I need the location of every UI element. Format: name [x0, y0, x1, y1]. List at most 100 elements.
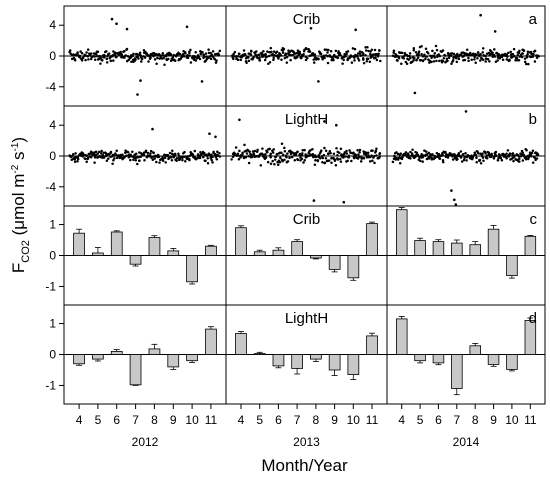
bar [432, 241, 445, 256]
data-point [378, 155, 381, 159]
month-tick-label: 5 [95, 413, 102, 427]
data-point [170, 158, 174, 162]
data-point [217, 53, 221, 57]
panel-tag: LightH [285, 111, 328, 128]
data-point [357, 153, 360, 156]
data-point [496, 159, 500, 162]
data-point [94, 150, 98, 154]
y-tick-label: 0 [49, 348, 56, 362]
data-point [372, 53, 375, 56]
data-point [516, 53, 520, 57]
data-point [204, 52, 208, 55]
data-point [272, 50, 276, 53]
data-point [124, 54, 127, 57]
data-point [326, 61, 330, 65]
data-point [346, 159, 349, 163]
data-point [161, 159, 165, 163]
data-point [80, 52, 84, 55]
data-point [86, 156, 90, 160]
data-point [218, 151, 221, 155]
data-point [361, 57, 365, 60]
data-point [463, 53, 466, 57]
data-point [273, 163, 276, 166]
data-point [485, 154, 489, 157]
data-point [447, 154, 450, 157]
data-point [209, 156, 213, 160]
data-point [336, 158, 340, 161]
data-point [290, 155, 294, 159]
data-point [125, 27, 129, 31]
data-point [509, 50, 512, 54]
data-point [409, 56, 412, 60]
data-point [231, 155, 235, 159]
data-point [161, 51, 165, 55]
data-point [396, 59, 399, 62]
bar [469, 244, 481, 256]
panel-frames [59, 5, 546, 409]
data-point [162, 56, 166, 60]
data-point [366, 151, 370, 155]
data-point [137, 156, 140, 159]
data-point [267, 54, 271, 58]
data-point [101, 154, 105, 157]
data-point [475, 161, 478, 164]
data-point [479, 13, 482, 17]
data-point [186, 56, 190, 59]
year-label: 2014 [453, 435, 480, 449]
data-point [296, 158, 300, 162]
data-point [87, 58, 90, 61]
data-point [151, 158, 155, 161]
data-point [454, 203, 458, 206]
data-point [421, 55, 425, 58]
data-point [369, 50, 372, 53]
data-point [263, 58, 267, 62]
data-point [421, 160, 424, 163]
data-point [336, 56, 340, 60]
data-point [76, 51, 79, 54]
data-point [494, 60, 498, 63]
data-point [103, 56, 106, 59]
data-point [91, 151, 95, 155]
data-point [266, 150, 269, 154]
data-point [407, 58, 410, 62]
data-point [408, 52, 412, 55]
data-point [318, 156, 322, 160]
bar [253, 353, 266, 355]
data-point [396, 158, 400, 161]
data-point [299, 159, 302, 162]
data-point [536, 153, 540, 157]
year-label: 2012 [132, 435, 159, 449]
data-point [181, 52, 185, 56]
data-point [238, 149, 241, 153]
data-point [359, 160, 363, 163]
data-point [173, 59, 177, 63]
data-point [196, 54, 200, 57]
data-point [508, 59, 511, 62]
data-point [149, 149, 153, 153]
data-point [140, 57, 144, 61]
data-point [89, 57, 93, 61]
data-point [358, 148, 362, 152]
data-point [173, 153, 177, 157]
data-point [524, 62, 528, 66]
data-point [186, 155, 190, 158]
data-point [155, 62, 158, 65]
data-point [528, 151, 532, 154]
data-point [302, 161, 305, 164]
data-point [373, 48, 377, 52]
bar [129, 354, 142, 386]
data-point [435, 48, 439, 52]
data-point [70, 155, 74, 158]
data-point [400, 51, 404, 55]
y-tick-label: 1 [49, 317, 56, 331]
data-point [249, 53, 253, 56]
data-point [202, 53, 206, 57]
data-point [371, 159, 374, 162]
data-point [464, 110, 468, 113]
data-point [457, 152, 461, 155]
data-point [429, 54, 432, 57]
data-point [379, 59, 382, 63]
data-point [267, 62, 270, 66]
data-point [357, 59, 361, 62]
data-point [342, 200, 346, 204]
